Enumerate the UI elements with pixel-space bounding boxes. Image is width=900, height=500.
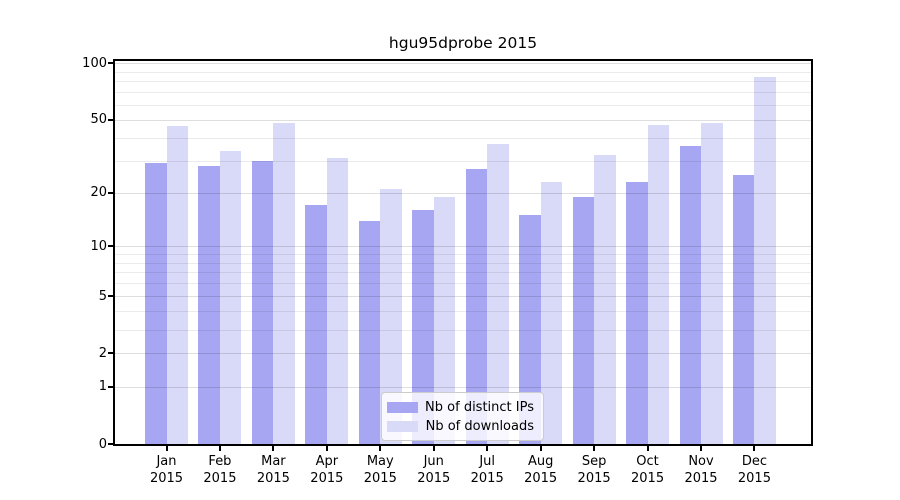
gridline-10	[115, 246, 811, 248]
y-tick-label-50: 50	[90, 112, 107, 128]
bar-downloads-may	[380, 188, 402, 444]
bar-downloads-oct	[647, 124, 670, 444]
gridline-9	[115, 254, 811, 255]
x-tick-mark-jul	[486, 446, 489, 451]
gridline-7	[115, 272, 811, 274]
gridline-4	[115, 311, 811, 313]
plot-area: Nb of distinct IPs Nb of downloads	[113, 59, 813, 446]
bar-downloads-apr	[326, 158, 349, 444]
bar-downloads-feb	[219, 150, 242, 444]
x-tick-label-feb-2015: Feb 2015	[203, 454, 237, 486]
x-tick-label-nov-2015: Nov 2015	[684, 454, 718, 486]
x-tick-label-aug-2015: Aug 2015	[524, 454, 558, 486]
bar-downloads-jan	[166, 126, 188, 444]
bar-downloads-jul	[487, 143, 509, 444]
x-tick-mark-aug	[539, 446, 542, 451]
chart-title: hgu95dprobe 2015	[388, 34, 538, 52]
y-tick-mark-5	[108, 295, 113, 298]
gridline-100	[115, 63, 811, 65]
x-tick-mark-may	[379, 446, 382, 451]
x-tick-label-sep-2015: Sep 2015	[577, 454, 611, 486]
x-tick-label-dec-2015: Dec 2015	[737, 454, 771, 486]
y-tick-mark-100	[108, 62, 113, 65]
x-tick-mark-oct	[646, 446, 649, 451]
gridline-50	[115, 119, 811, 121]
legend: Nb of distinct IPs Nb of downloads	[381, 392, 544, 441]
bar-downloads-mar	[273, 122, 295, 444]
gridline-20	[115, 192, 811, 194]
x-tick-label-apr-2015: Apr 2015	[310, 454, 344, 486]
bar-downloads-jun	[433, 196, 456, 444]
bar-distinct-ips-jun	[412, 210, 434, 444]
bar-distinct-ips-jan	[145, 163, 167, 444]
bar-distinct-ips-oct	[626, 181, 648, 444]
y-tick-mark-50	[108, 118, 113, 121]
y-tick-label-20: 20	[90, 185, 107, 201]
gridline-60	[115, 104, 811, 106]
gridline-3	[115, 329, 811, 331]
gridline-30	[115, 160, 811, 162]
y-tick-label-5: 5	[98, 288, 107, 304]
x-tick-mark-sep	[593, 446, 596, 451]
gridline-8	[115, 262, 811, 264]
legend-item-distinct-ips: Nb of distinct IPs	[382, 400, 543, 415]
x-tick-label-mar-2015: Mar 2015	[256, 454, 290, 486]
y-tick-label-2: 2	[98, 345, 107, 361]
bar-distinct-ips-sep	[572, 196, 595, 444]
y-tick-label-10: 10	[90, 238, 107, 254]
x-tick-mark-apr	[325, 446, 328, 451]
bar-distinct-ips-aug	[519, 215, 541, 444]
grid-layer	[115, 61, 811, 444]
gridline-1	[115, 386, 811, 388]
x-tick-mark-jun	[432, 446, 435, 451]
y-tick-label-100: 100	[82, 55, 107, 71]
y-tick-mark-0	[108, 443, 113, 445]
y-tick-label-0: 0	[98, 436, 107, 452]
y-tick-label-1: 1	[98, 379, 107, 395]
bar-downloads-sep	[594, 155, 616, 444]
x-tick-mark-mar	[272, 446, 275, 451]
legend-label-distinct-ips: Nb of distinct IPs	[425, 399, 534, 415]
gridline-70	[115, 92, 811, 94]
bar-distinct-ips-nov	[679, 146, 701, 444]
gridline-90	[115, 71, 811, 73]
legend-swatch-downloads	[387, 420, 418, 432]
x-tick-mark-dec	[753, 446, 756, 451]
x-tick-mark-feb	[218, 446, 221, 451]
x-tick-mark-nov	[700, 446, 702, 451]
y-tick-mark-10	[108, 245, 113, 248]
y-tick-mark-2	[108, 352, 113, 355]
bars-layer	[115, 61, 811, 444]
x-tick-label-jul-2015: Jul 2015	[470, 454, 504, 486]
y-tick-mark-20	[108, 191, 113, 194]
x-tick-label-oct-2015: Oct 2015	[631, 454, 665, 486]
x-tick-label-jan-2015: Jan 2015	[149, 454, 184, 486]
bar-distinct-ips-apr	[305, 205, 327, 444]
bar-distinct-ips-dec	[732, 175, 755, 444]
gridline-40	[115, 137, 811, 139]
x-tick-mark-jan	[165, 446, 168, 451]
bar-downloads-dec	[754, 77, 776, 444]
bar-downloads-aug	[540, 181, 563, 444]
legend-label-downloads: Nb of downloads	[425, 418, 534, 434]
legend-item-downloads: Nb of downloads	[382, 419, 543, 434]
y-tick-mark-1	[108, 385, 113, 388]
gridline-5	[115, 296, 811, 298]
bar-distinct-ips-mar	[251, 160, 274, 444]
legend-swatch-distinct-ips	[387, 401, 418, 413]
bar-distinct-ips-may	[358, 220, 381, 444]
bar-distinct-ips-feb	[198, 166, 220, 444]
x-tick-label-jun-2015: Jun 2015	[417, 454, 451, 486]
gridline-6	[115, 283, 811, 285]
gridline-2	[115, 353, 811, 355]
bar-downloads-nov	[701, 122, 723, 444]
x-tick-label-may-2015: May 2015	[363, 454, 397, 486]
bar-distinct-ips-jul	[465, 169, 488, 444]
gridline-80	[115, 81, 811, 83]
